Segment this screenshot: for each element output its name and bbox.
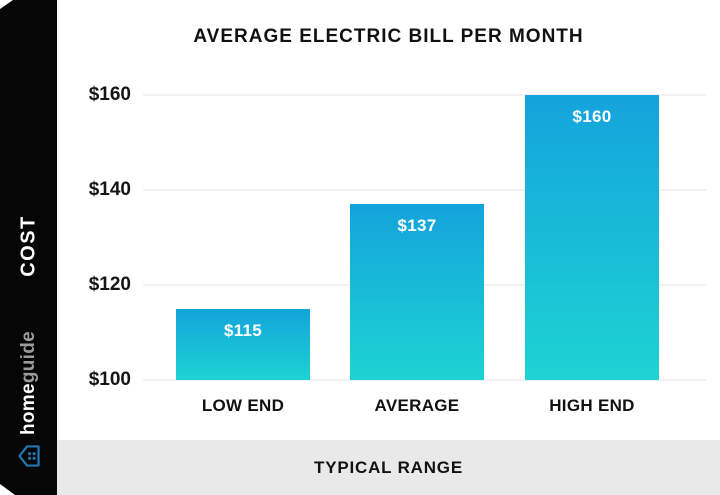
- bar-value-average: $137: [397, 216, 437, 236]
- bar-value-low-end: $115: [223, 320, 263, 340]
- bar-average: $137: [350, 204, 484, 380]
- y-tick-140: $140: [88, 179, 131, 200]
- x-label-average: AVERAGE: [374, 396, 460, 415]
- brand-wordmark: homeguide: [18, 331, 40, 435]
- y-tick-120: $120: [88, 274, 131, 295]
- brand-home-text: home: [18, 383, 39, 436]
- gridline-100: [143, 379, 706, 381]
- bar-value-high-end: $160: [572, 107, 612, 126]
- x-label-low-end: LOW END: [201, 396, 285, 415]
- y-tick-160: $160: [88, 84, 131, 105]
- bar-high-end: $160: [525, 95, 659, 380]
- plot-area: $160 $140 $120 $100 $115 $137 $160: [57, 0, 720, 440]
- sidebar: COST homeguide: [0, 0, 57, 495]
- gridline-160: [143, 94, 706, 96]
- brand-guide-text: guide: [18, 330, 39, 384]
- corner-notch-top: [0, 0, 13, 9]
- x-axis-title: TYPICAL RANGE: [314, 457, 463, 477]
- corner-notch-bottom: [0, 484, 15, 495]
- house-icon: [18, 445, 40, 467]
- x-label-high-end: HIGH END: [549, 396, 635, 415]
- homeguide-logo: homeguide: [12, 310, 46, 490]
- chart-area: AVERAGE ELECTRIC BILL PER MONTH $160 $14…: [57, 0, 720, 495]
- x-axis-title-strip: TYPICAL RANGE: [57, 440, 720, 495]
- y-tick-100: $100: [88, 369, 131, 390]
- bar-low-end: $115: [176, 308, 310, 380]
- chart-title: AVERAGE ELECTRIC BILL PER MONTH: [193, 26, 584, 47]
- gridline-140: [143, 189, 706, 191]
